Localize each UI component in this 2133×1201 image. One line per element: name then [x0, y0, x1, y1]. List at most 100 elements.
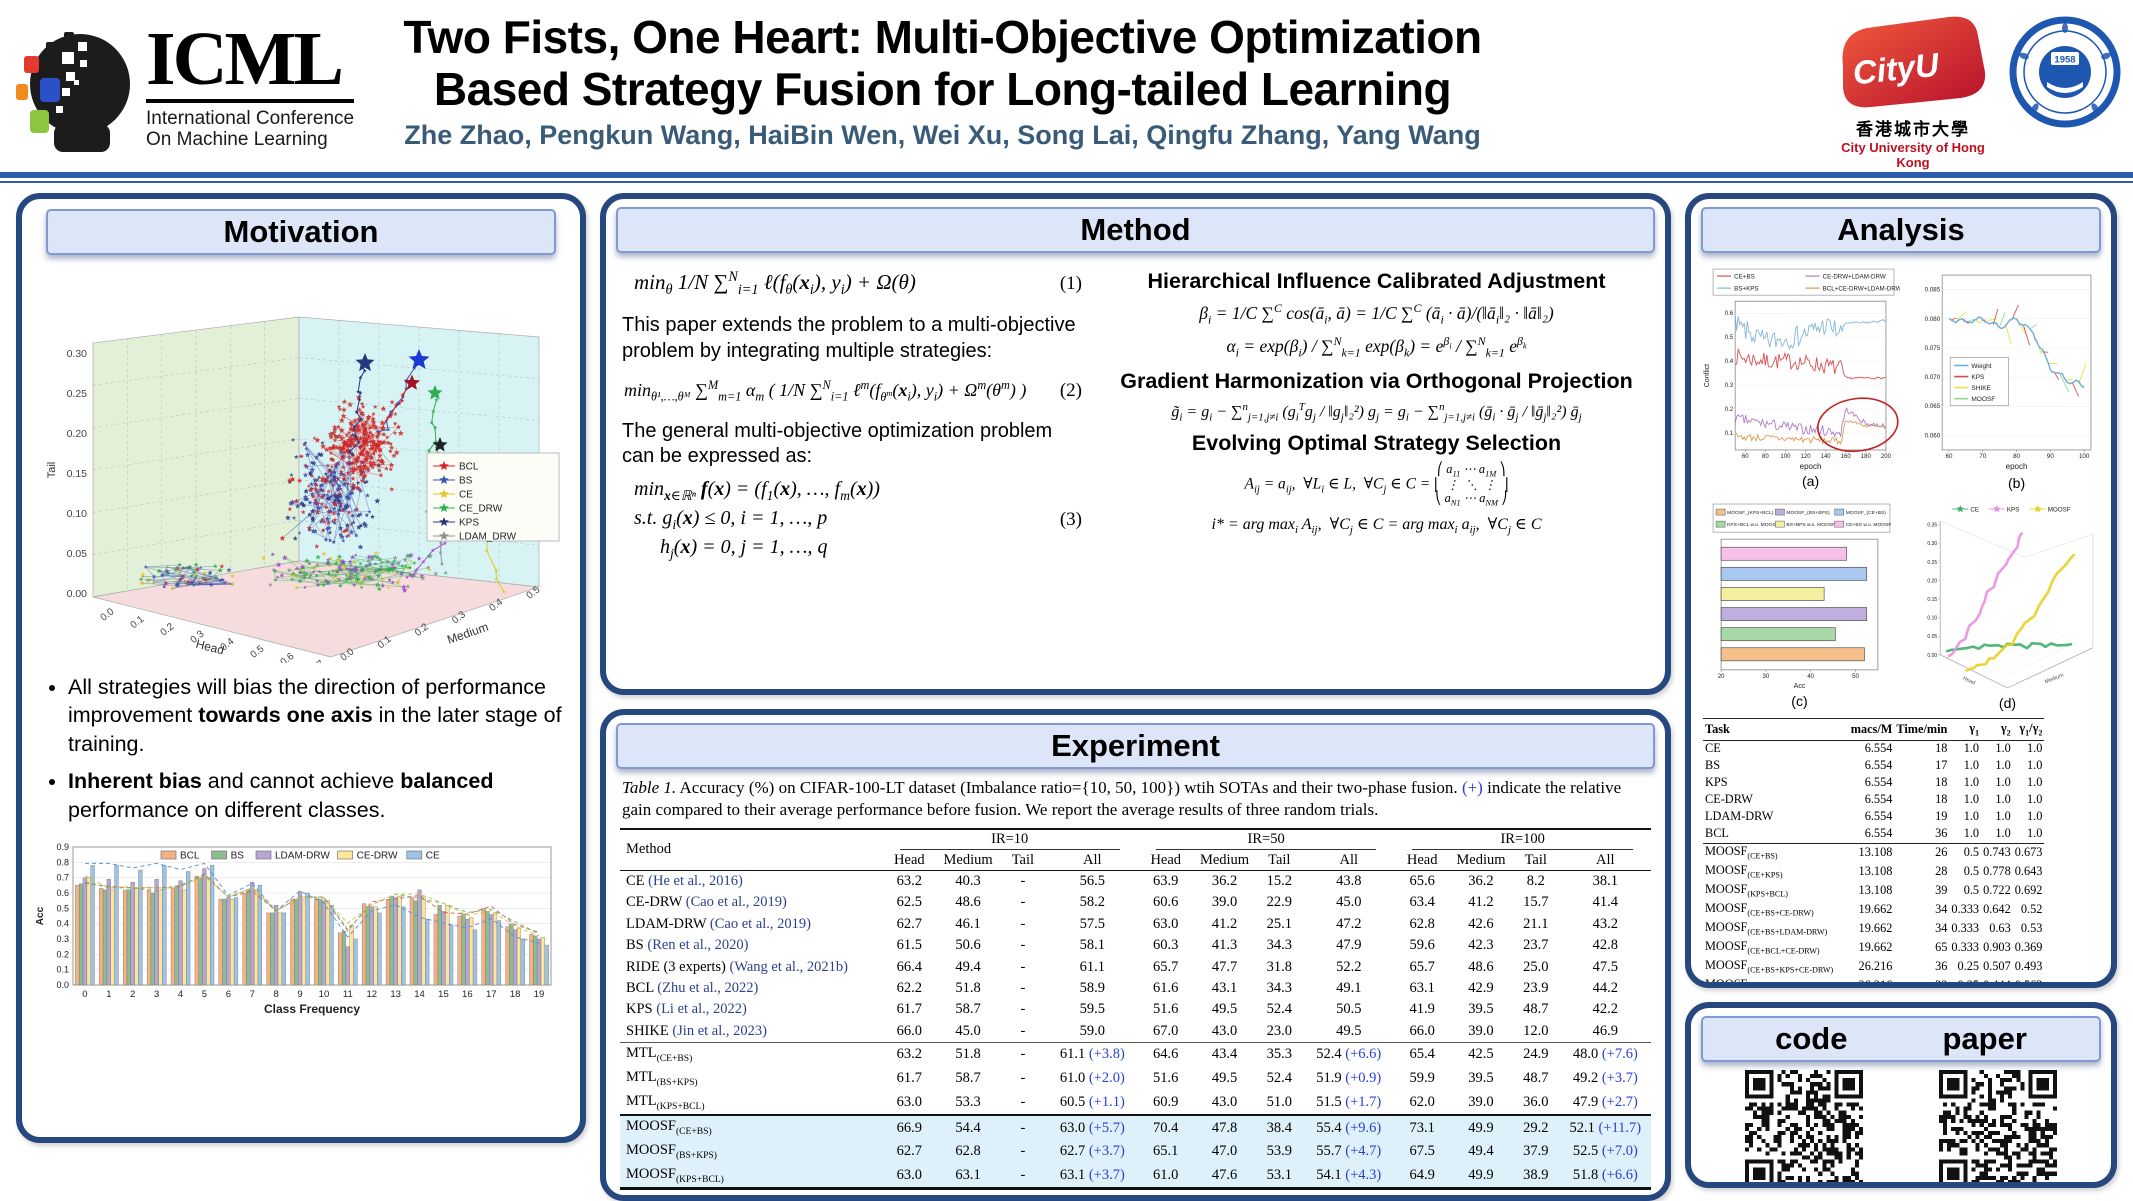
svg-text:Acc: Acc: [1794, 683, 1806, 690]
icml-head-icon: [16, 22, 134, 154]
svg-text:0.2: 0.2: [1725, 407, 1734, 413]
links-section-title: code paper: [1701, 1016, 2101, 1062]
poster-title-line2: Based Strategy Fusion for Long-tailed Le…: [320, 64, 1565, 116]
svg-text:0.25: 0.25: [1927, 560, 1937, 566]
svg-text:17: 17: [486, 989, 497, 1000]
links-panel: code paper: [1685, 1002, 2117, 1188]
svg-text:(c): (c): [1791, 693, 1807, 709]
qr-code-code: [1745, 1070, 1863, 1188]
equation-1: minθ 1/N ∑Ni=1 ℓ(fθ(xi), yi) + Ω(θ): [634, 269, 1032, 299]
svg-text:9: 9: [297, 989, 302, 1000]
svg-text:70: 70: [1979, 453, 1986, 460]
ghop-equation: g̃i = gi − ∑nj=1,j≠i (giTgj / ‖gj‖₂²) gj…: [1102, 401, 1651, 424]
svg-text:0.0: 0.0: [99, 606, 117, 623]
svg-text:0.075: 0.075: [1925, 345, 1941, 352]
code-label: code: [1775, 1021, 1847, 1057]
svg-text:LDAM-DRW: LDAM-DRW: [275, 850, 330, 861]
svg-text:140: 140: [1821, 454, 1832, 460]
svg-text:0.4: 0.4: [1725, 359, 1734, 365]
svg-text:CE: CE: [459, 490, 473, 501]
method-panel: Method minθ 1/N ∑Ni=1 ℓ(fθ(xi), yi) + Ω(…: [600, 193, 1671, 695]
affiliation-logos: CityU 香港城市大學 City University of Hong Kon…: [1827, 16, 2121, 170]
svg-text:0.7: 0.7: [56, 873, 69, 883]
svg-text:0.5: 0.5: [249, 643, 267, 660]
svg-text:BS+BPS w.o. MOOSF: BS+BPS w.o. MOOSF: [1786, 522, 1835, 528]
svg-text:0.3: 0.3: [1725, 383, 1734, 389]
method-right-column: Hierarchical Influence Calibrated Adjust…: [1102, 261, 1651, 565]
svg-text:CE+BS: CE+BS: [1734, 273, 1755, 280]
table-row: MOOSF(CE+BS+KPS+LDAM-DRW)26.216320.250.4…: [1703, 977, 2044, 988]
svg-text:0.065: 0.065: [1925, 403, 1941, 410]
svg-text:120: 120: [1801, 454, 1812, 460]
method-subheading-2: Gradient Harmonization via Orthogonal Pr…: [1102, 369, 1651, 394]
svg-text:0.8: 0.8: [56, 857, 69, 867]
svg-text:0.0: 0.0: [56, 980, 69, 990]
svg-text:180: 180: [1861, 454, 1872, 460]
method-subheading-1: Hierarchical Influence Calibrated Adjust…: [1102, 269, 1651, 294]
svg-text:0.1: 0.1: [129, 614, 147, 631]
svg-text:CE: CE: [1970, 507, 1979, 514]
svg-text:80: 80: [1762, 454, 1769, 460]
svg-text:13: 13: [390, 989, 401, 1000]
svg-text:10: 10: [319, 989, 330, 1000]
svg-text:80: 80: [2013, 453, 2020, 460]
method-left-column: minθ 1/N ∑Ni=1 ℓ(fθ(xi), yi) + Ω(θ) (1) …: [620, 261, 1088, 565]
svg-text:100: 100: [2079, 453, 2090, 460]
svg-text:60: 60: [1946, 453, 1953, 460]
svg-text:Class Frequency: Class Frequency: [264, 1002, 360, 1016]
method-section-title: Method: [616, 207, 1655, 253]
svg-text:0.7: 0.7: [309, 658, 327, 663]
svg-text:KPS: KPS: [1971, 374, 1985, 381]
svg-text:BS: BS: [459, 476, 473, 487]
svg-text:0.6: 0.6: [1725, 311, 1734, 317]
equation-2-tag: (2): [1036, 380, 1088, 402]
ustc-logo: 1958: [2009, 16, 2121, 128]
svg-text:200: 200: [1881, 454, 1892, 460]
svg-text:BS: BS: [231, 850, 245, 861]
svg-text:0.6: 0.6: [279, 651, 297, 663]
experiment-section-title: Experiment: [616, 723, 1655, 769]
svg-text:0.00: 0.00: [1927, 653, 1937, 659]
svg-text:30: 30: [1763, 674, 1770, 680]
svg-text:0.060: 0.060: [1925, 432, 1941, 439]
svg-text:100: 100: [1780, 454, 1791, 460]
svg-text:Conflict: Conflict: [1704, 364, 1711, 387]
svg-text:0.15: 0.15: [67, 468, 88, 480]
analysis-section-title: Analysis: [1701, 207, 2101, 253]
svg-text:Medium: Medium: [445, 620, 490, 647]
experiment-panel: Experiment Table 1. Accuracy (%) on CIFA…: [600, 709, 1671, 1201]
svg-text:epoch: epoch: [1800, 462, 1822, 471]
svg-text:16: 16: [462, 989, 473, 1000]
svg-text:0.3: 0.3: [56, 934, 69, 944]
svg-text:KPS+BCL w.o. MOOSF: KPS+BCL w.o. MOOSF: [1727, 522, 1779, 528]
svg-text:CE-DRW+LDAM-DRW: CE-DRW+LDAM-DRW: [1823, 273, 1886, 280]
method-subheading-3: Evolving Optimal Strategy Selection: [1102, 431, 1651, 456]
svg-text:7: 7: [250, 989, 255, 1000]
equation-3-tag: (3): [884, 509, 1088, 531]
svg-text:2: 2: [130, 989, 135, 1000]
svg-text:0.1: 0.1: [1725, 431, 1734, 437]
svg-text:4: 4: [178, 989, 183, 1000]
table1-caption: Table 1. Accuracy (%) on CIFAR-100-LT da…: [622, 777, 1649, 822]
svg-text:0.1: 0.1: [56, 965, 69, 975]
cityu-en-name: City University of Hong Kong: [1827, 140, 1999, 170]
